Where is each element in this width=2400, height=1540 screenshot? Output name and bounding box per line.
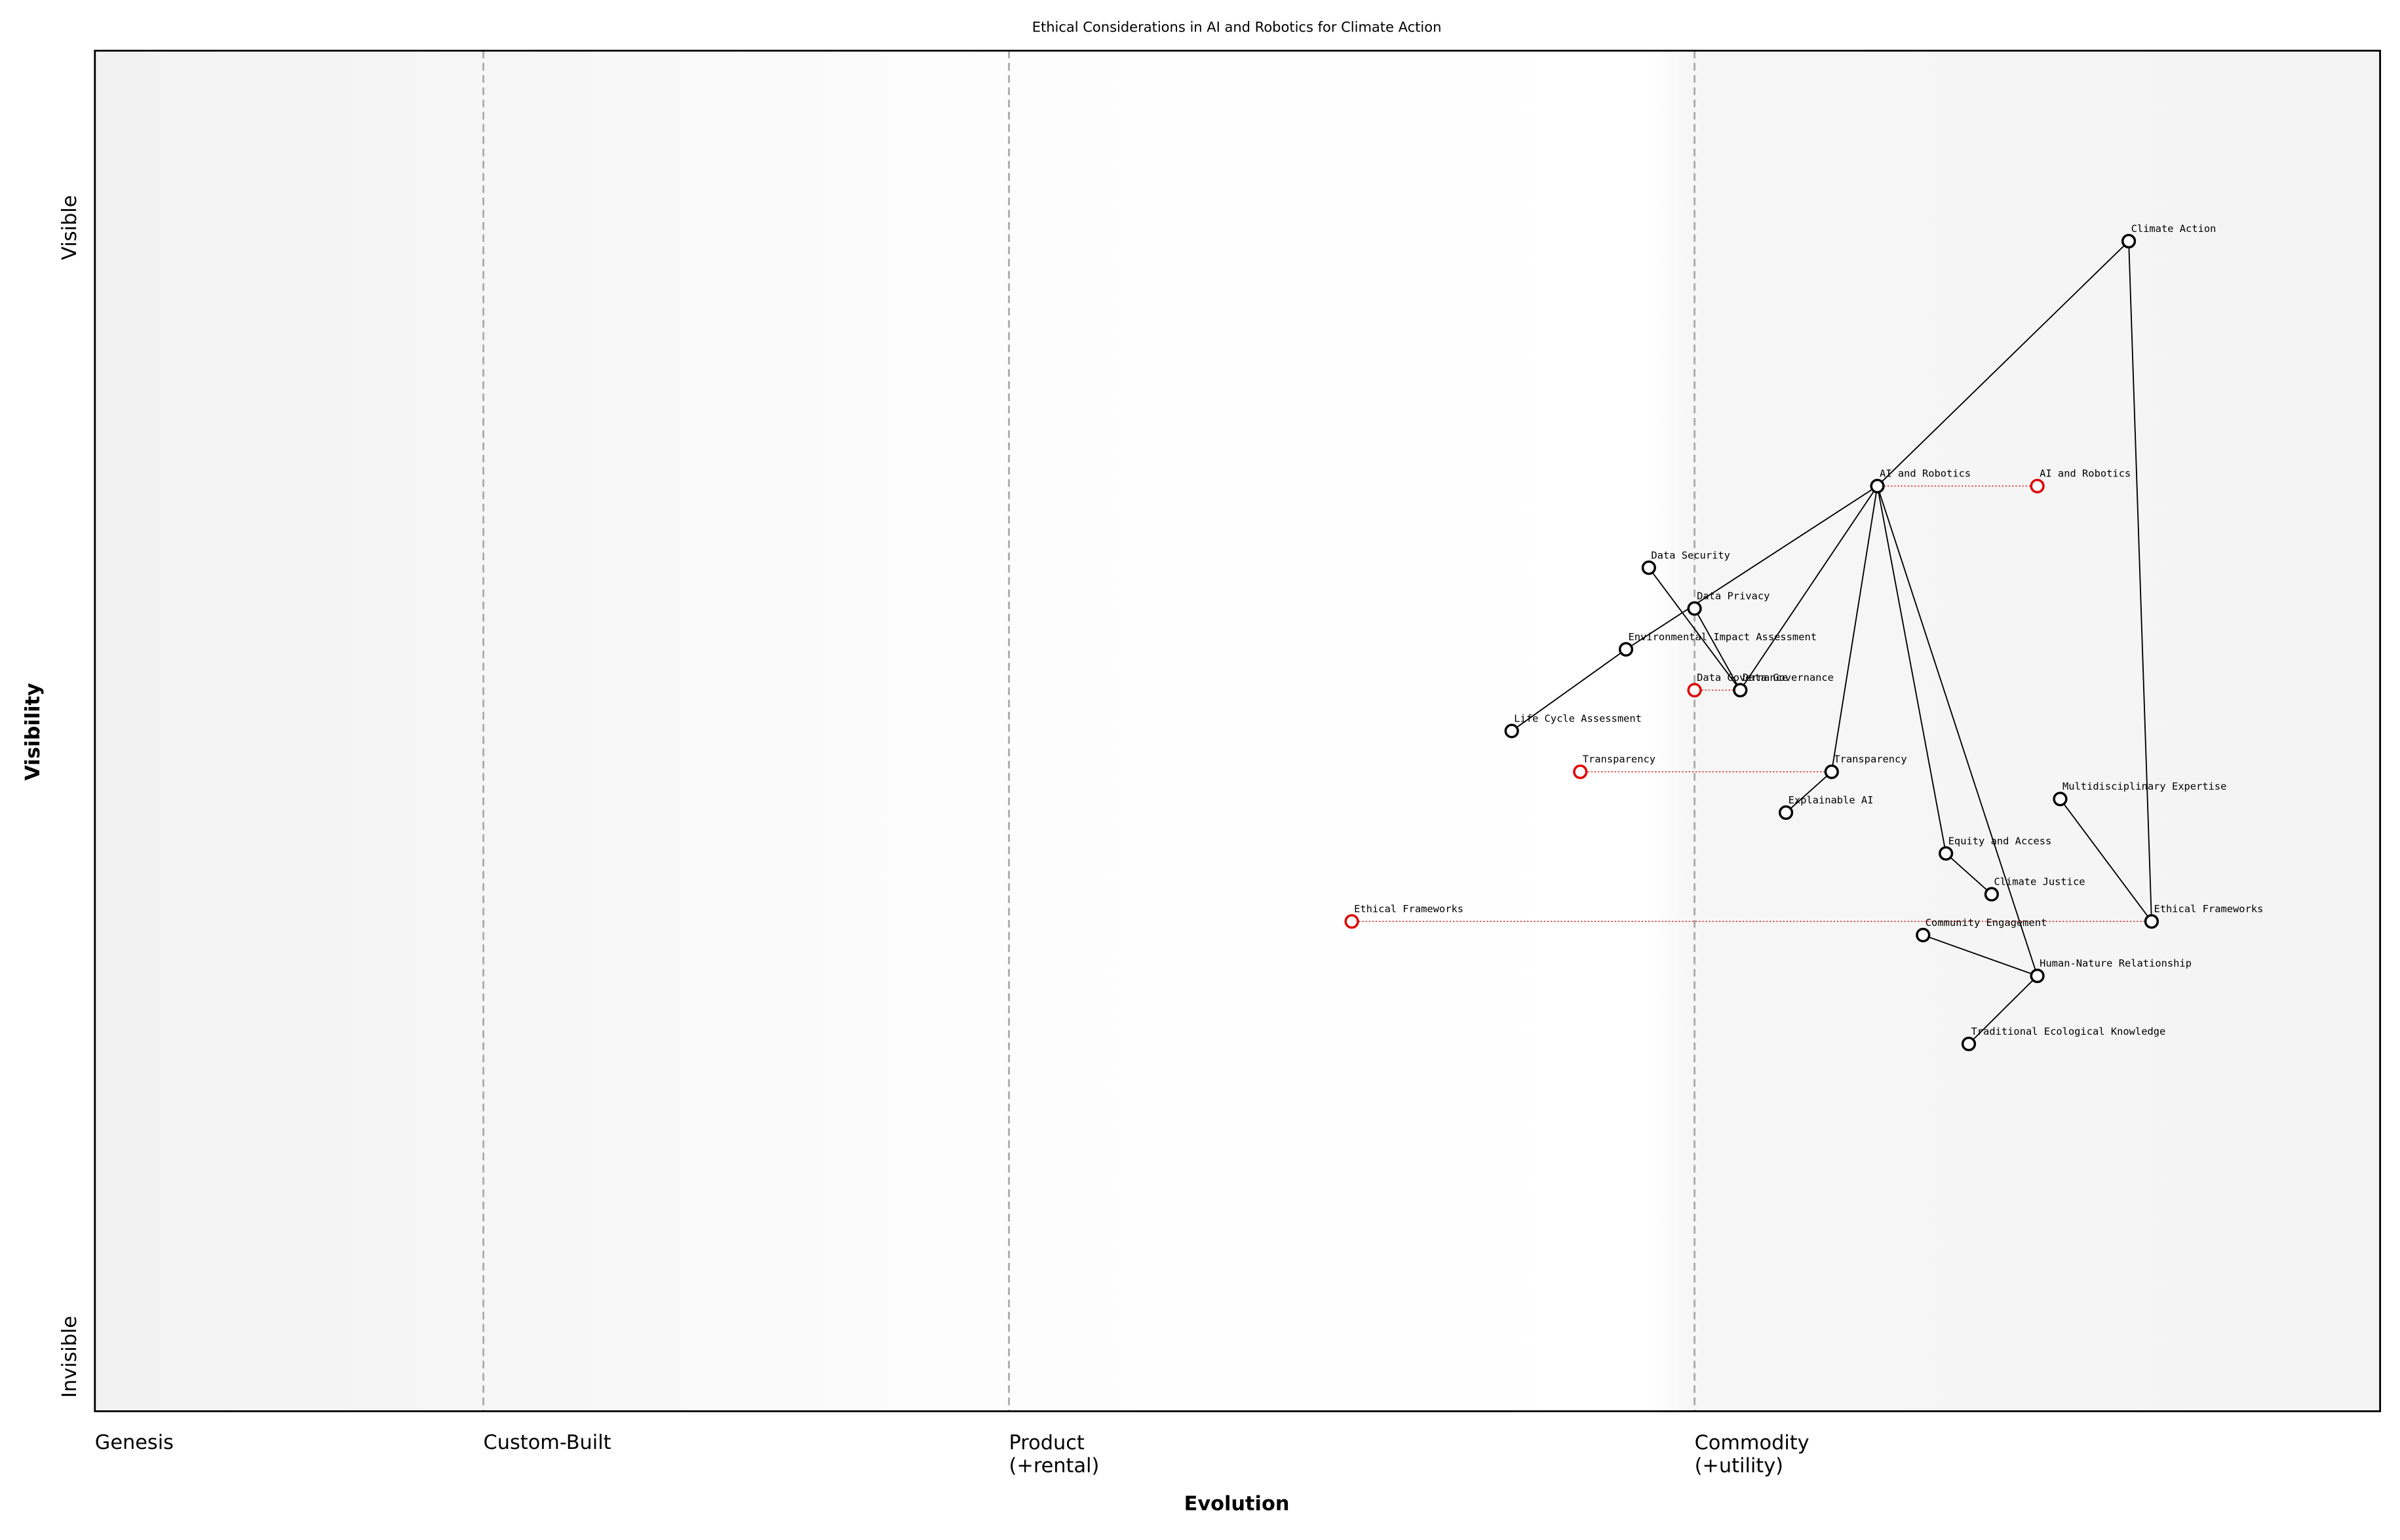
component-label: Traditional Ecological Knowledge xyxy=(1971,1026,2166,1037)
component-label: Life Cycle Assessment xyxy=(1514,712,1642,724)
component-node xyxy=(2030,969,2045,984)
link xyxy=(1785,771,1832,813)
component-node xyxy=(1939,846,1954,861)
component-node xyxy=(1733,683,1748,698)
chart-title: Ethical Considerations in AI and Robotic… xyxy=(1032,18,1442,35)
component-label: Data Governance xyxy=(1697,672,1788,683)
component-label: Multidisciplinary Expertise xyxy=(2062,780,2226,792)
link xyxy=(1830,486,1878,772)
link xyxy=(1922,934,2038,977)
component-node xyxy=(1961,1036,1977,1052)
component-label: Transparency xyxy=(1834,754,1906,765)
y-axis-label: Visibility xyxy=(22,683,45,780)
component-node xyxy=(1916,927,1931,942)
component-label: Transparency xyxy=(1583,754,1655,765)
component-label: Equity and Access xyxy=(1948,835,2052,847)
component-label: Environmental Impact Assessment xyxy=(1628,631,1817,643)
x-tick-label: Commodity (+utility) xyxy=(1695,1431,1810,1477)
link xyxy=(2128,241,2152,922)
nodes: AI and Robotics Data Governance Transparen… xyxy=(1344,223,2263,1052)
component-label: Ethical Frameworks xyxy=(2154,903,2263,915)
link xyxy=(1876,241,2129,487)
component-label: AI and Robotics xyxy=(2040,468,2131,480)
link xyxy=(2059,798,2152,922)
plot-background xyxy=(94,50,2380,1412)
component-node xyxy=(1984,887,1999,902)
component-node xyxy=(1870,478,1885,493)
component-label: Data Governance xyxy=(1743,672,1834,683)
component-node xyxy=(1778,805,1794,820)
component-node xyxy=(1573,764,1588,779)
component-node xyxy=(1504,723,1519,739)
link xyxy=(1968,975,2038,1045)
component-node xyxy=(1824,764,1839,779)
link xyxy=(1945,853,1992,895)
component-label: Ethical Frameworks xyxy=(1354,903,1463,915)
link xyxy=(1625,485,1878,650)
component-node xyxy=(1687,601,1702,616)
component-node xyxy=(2030,478,2045,493)
link xyxy=(1511,649,1627,732)
component-label: Climate Justice xyxy=(1994,876,2085,888)
y-tick-label: Invisible xyxy=(58,1316,81,1398)
component-node xyxy=(1618,642,1634,657)
component-label: Explainable AI xyxy=(1789,794,1874,806)
x-tick-label: Custom-Built xyxy=(484,1431,611,1454)
component-node xyxy=(1344,914,1359,929)
component-label: Climate Action xyxy=(2131,223,2216,235)
component-node xyxy=(2121,233,2137,249)
component-label: AI and Robotics xyxy=(1880,468,1971,480)
grid xyxy=(482,50,1695,1412)
component-node xyxy=(2144,914,2159,929)
component-label: Data Privacy xyxy=(1697,590,1770,602)
component-node xyxy=(1641,560,1656,575)
component-node xyxy=(2053,792,2068,807)
component-label: Community Engagement xyxy=(1926,917,2047,929)
component-label: Data Security xyxy=(1651,549,1730,561)
link xyxy=(1694,608,1741,691)
x-axis-label: Evolution xyxy=(1184,1493,1290,1516)
link xyxy=(1876,486,2038,976)
component-node xyxy=(1687,683,1702,698)
link xyxy=(1648,567,1741,691)
component-label: Human-Nature Relationship xyxy=(2040,957,2192,969)
plot-frame xyxy=(94,49,2382,1412)
y-tick-label: Visible xyxy=(58,195,81,260)
link xyxy=(1876,486,1947,854)
link xyxy=(1739,486,1878,691)
links xyxy=(1351,241,2152,1045)
x-tick-label: Product (+rental) xyxy=(1009,1431,1100,1477)
x-tick-label: Genesis xyxy=(95,1431,174,1454)
